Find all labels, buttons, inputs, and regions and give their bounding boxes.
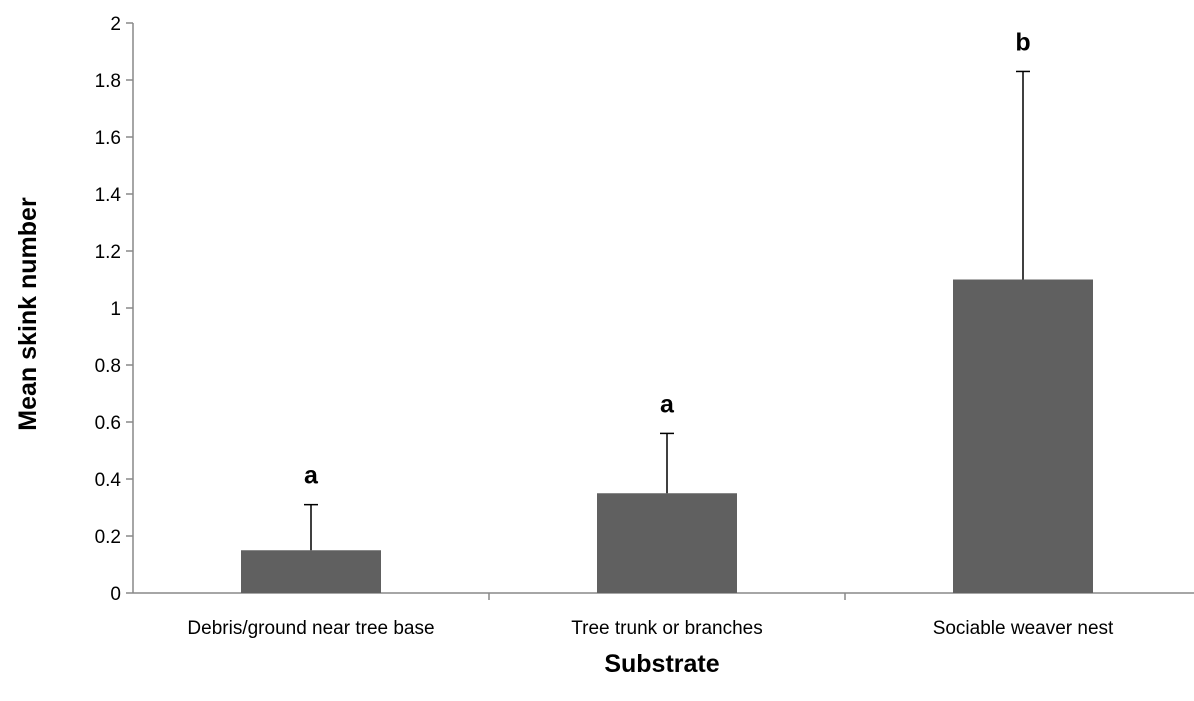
x-tick-label: Sociable weaver nest: [933, 618, 1114, 639]
y-tick-label: 1.4: [95, 185, 122, 206]
bar: [953, 279, 1093, 593]
y-tick-label: 0.2: [95, 527, 121, 548]
y-tick-label: 1: [110, 299, 121, 320]
y-tick-label: 0.6: [95, 413, 121, 434]
bar: [597, 493, 737, 593]
y-tick-label: 1.2: [95, 242, 121, 263]
y-tick-label: 1.8: [95, 71, 121, 92]
x-tick-label: Debris/ground near tree base: [187, 618, 434, 639]
x-axis-title: Substrate: [604, 650, 719, 678]
y-tick-label: 0: [110, 584, 121, 605]
bar: [241, 550, 381, 593]
error-bars: [304, 70, 1030, 551]
y-tick-label: 0.8: [95, 356, 121, 377]
y-axis-title: Mean skink number: [14, 197, 42, 431]
y-tick-label: 1.6: [95, 128, 121, 149]
x-tick-label: Tree trunk or branches: [571, 618, 763, 639]
y-axis: 0 0.2 0.4 0.6 0.8 1 1.2 1.4 1.6 1.8 2: [95, 14, 134, 605]
y-tick-label: 0.4: [95, 470, 122, 491]
significance-label: b: [1015, 28, 1030, 56]
significance-label: a: [660, 390, 675, 418]
x-axis: Debris/ground near tree base Tree trunk o…: [133, 592, 1194, 639]
significance-labels: a a b: [304, 28, 1031, 489]
y-tick-label: 2: [110, 14, 121, 35]
significance-label: a: [304, 462, 319, 490]
bars: [241, 279, 1093, 593]
